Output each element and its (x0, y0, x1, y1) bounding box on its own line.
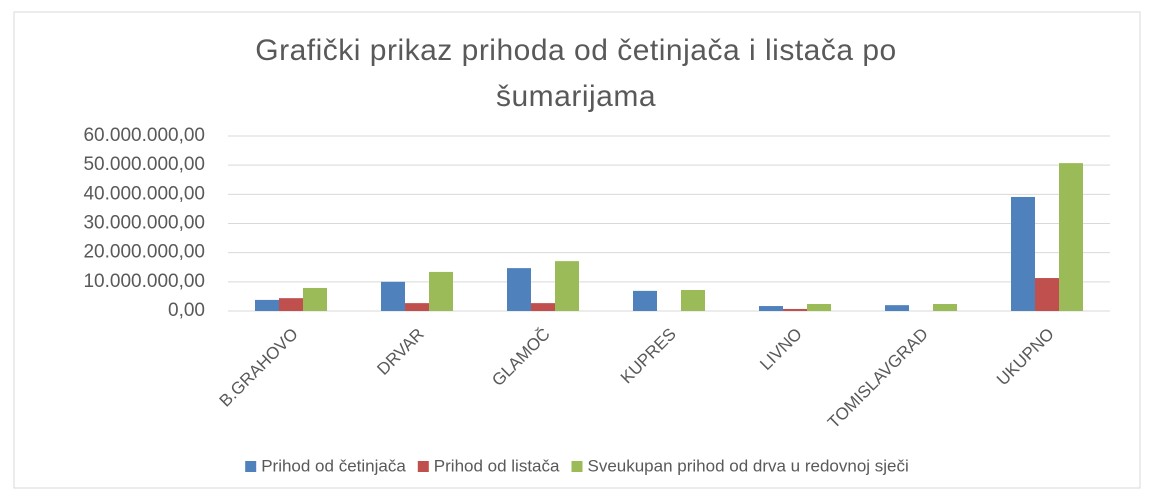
chart-frame (13, 11, 1141, 489)
y-tick-label: 60.000.000,00 (83, 125, 205, 146)
bar (1035, 278, 1059, 311)
bar (933, 304, 957, 311)
bar (681, 290, 705, 311)
bar (885, 305, 909, 311)
y-tick-label: 10.000.000,00 (83, 271, 205, 292)
bar (507, 268, 531, 311)
bar (759, 306, 783, 311)
y-tick-label: 0,00 (168, 300, 205, 321)
bar (255, 299, 279, 311)
y-tick-label: 40.000.000,00 (83, 183, 205, 204)
bar (303, 287, 327, 311)
bar (555, 261, 579, 311)
y-tick-label: 20.000.000,00 (83, 242, 205, 263)
legend-swatch (245, 461, 257, 472)
chart-title: Grafički prikaz prihoda od četinjača i l… (255, 34, 897, 113)
bar (633, 290, 657, 311)
legend-label: Sveukupan prihod od drva u redovnoj sječ… (587, 456, 908, 475)
bar (531, 303, 555, 311)
bar (807, 304, 831, 311)
legend-label: Prihod od listača (434, 456, 560, 475)
y-tick-label: 50.000.000,00 (83, 154, 205, 175)
legend-swatch (571, 461, 583, 472)
bar (783, 308, 807, 311)
legend-label: Prihod od četinjača (261, 456, 406, 475)
bar (279, 298, 303, 311)
bar (1011, 196, 1035, 311)
bar (405, 303, 429, 311)
bar (429, 271, 453, 311)
legend-swatch (417, 461, 429, 472)
y-tick-label: 30.000.000,00 (83, 213, 205, 234)
legend: Prihod od četinjača Prihod od listača Sveu… (245, 456, 909, 475)
bar (1059, 163, 1083, 311)
bar (381, 281, 405, 311)
